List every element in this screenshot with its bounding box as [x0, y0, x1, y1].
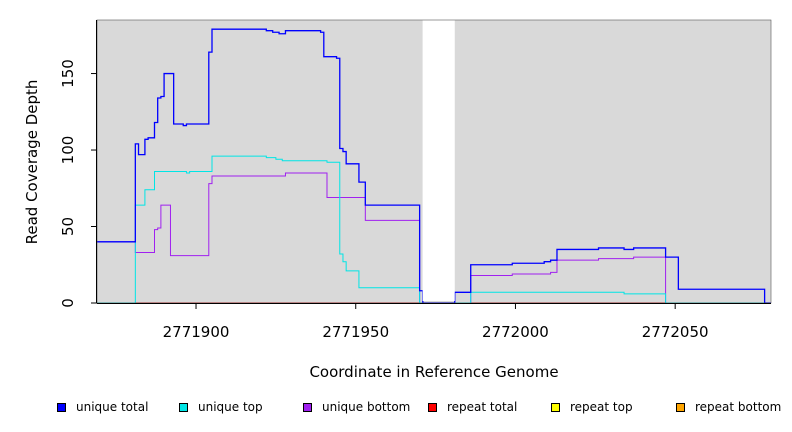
- legend-label: unique bottom: [322, 400, 411, 414]
- legend-label: repeat bottom: [695, 400, 782, 414]
- legend-item: repeat bottom: [676, 400, 781, 414]
- legend-item: unique bottom: [303, 400, 410, 414]
- legend-item: repeat total: [428, 400, 517, 414]
- legend: unique total unique top unique bottom repea…: [0, 400, 792, 418]
- legend-swatch: [676, 402, 685, 412]
- coverage-gap: [422, 20, 455, 301]
- coverage-chart: 2771900 2771950 2772000 2772050 0 50 100 150 Co…: [23, 19, 772, 381]
- x-tick-label: 2772050: [642, 323, 709, 341]
- legend-label: unique top: [198, 400, 263, 414]
- legend-label: repeat top: [570, 400, 633, 414]
- x-axis-label: Coordinate in Reference Genome: [309, 363, 558, 381]
- series-line-unique-total: [97, 28, 771, 304]
- legend-label: repeat total: [447, 400, 518, 414]
- legend-item: unique total: [57, 400, 148, 414]
- axes-layer: 2771900 2771950 2772000 2772050 0 50 100 150: [59, 20, 771, 341]
- series-line-unique-bottom: [97, 172, 771, 304]
- legend-swatch: [551, 402, 560, 412]
- legend-label: unique total: [76, 400, 149, 414]
- legend-item: unique top: [179, 400, 263, 414]
- y-tick-label: 50: [59, 217, 77, 236]
- legend-swatch: [179, 402, 188, 412]
- legend-item: repeat top: [551, 400, 633, 414]
- legend-swatch: [428, 402, 437, 412]
- x-tick-label: 2771900: [163, 323, 230, 341]
- x-tick-label: 2771950: [322, 323, 389, 341]
- legend-swatch: [57, 402, 66, 412]
- y-tick-label: 100: [59, 136, 77, 165]
- y-axis-label: Read Coverage Depth: [23, 80, 41, 245]
- legend-swatch: [303, 402, 312, 412]
- y-tick-label: 0: [59, 298, 77, 308]
- x-tick-label: 2772000: [482, 323, 549, 341]
- y-tick-label: 150: [59, 59, 77, 88]
